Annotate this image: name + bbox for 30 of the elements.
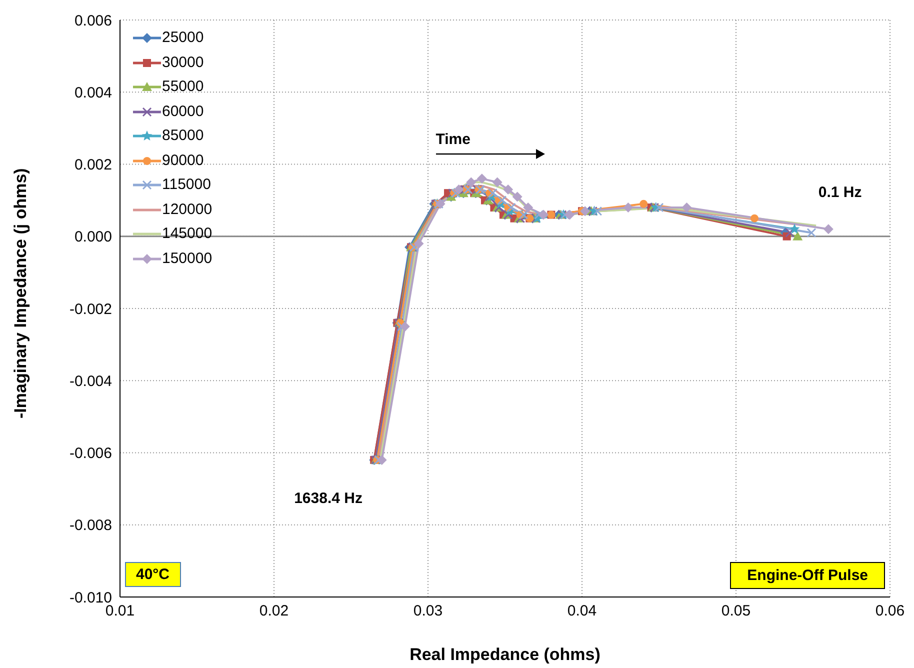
legend-label: 120000 (162, 200, 212, 220)
y-tick-label: 0.002 (74, 156, 112, 174)
legend-label: 30000 (162, 52, 204, 72)
y-tick-label: -0.008 (69, 517, 112, 534)
x-tick-label: 0.04 (567, 602, 597, 620)
x-tick-label: 0.06 (875, 602, 905, 620)
y-tick-label: 0.000 (74, 228, 112, 246)
legend-label: 115000 (162, 175, 211, 195)
x-tick-label: 0.05 (721, 602, 751, 620)
legend-label: 150000 (162, 248, 212, 268)
legend-label: 60000 (162, 102, 204, 122)
legend-label: 90000 (162, 150, 204, 170)
x-tick-label: 0.02 (259, 602, 289, 620)
y-tick-label: 0.004 (74, 84, 112, 102)
legend-label: 55000 (162, 77, 204, 97)
x-axis-title: Real Impedance (ohms) (410, 645, 600, 664)
y-tick-label: -0.004 (69, 372, 112, 390)
legend-label: 145000 (162, 224, 212, 244)
annotation: 0.1 Hz (818, 184, 862, 202)
legend-label: 25000 (162, 28, 204, 48)
y-tick-label: -0.002 (69, 300, 112, 318)
x-tick-label: 0.03 (413, 602, 443, 620)
y-axis-title: -Imaginary Impedance (j ohms) (11, 168, 30, 418)
annotation: 40°C (125, 562, 181, 587)
y-tick-label: 0.006 (74, 12, 112, 30)
y-tick-label: -0.006 (69, 445, 112, 462)
annotation: Time (436, 130, 472, 148)
annotation: 1638.4 Hz (294, 490, 362, 507)
annotation: Engine-Off Pulse (730, 562, 885, 589)
legend-label: 85000 (162, 126, 204, 146)
